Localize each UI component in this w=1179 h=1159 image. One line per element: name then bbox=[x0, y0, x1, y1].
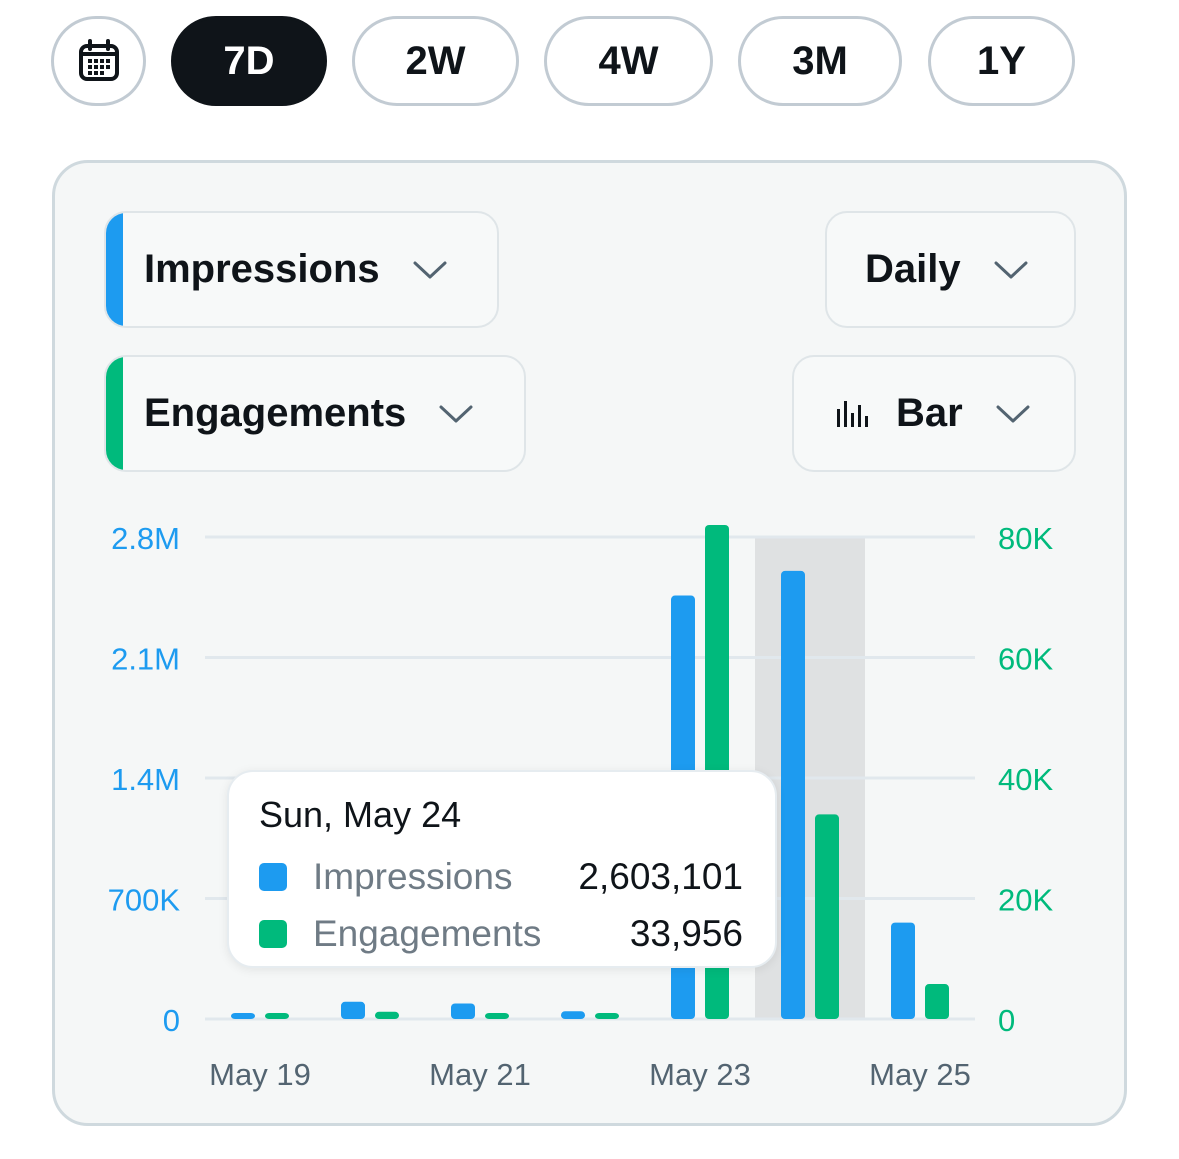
bar-engagements bbox=[375, 1011, 399, 1019]
metric-secondary-label: Engagements bbox=[144, 391, 407, 435]
bar-chart-icon bbox=[837, 400, 868, 427]
range-2w-button[interactable]: 2W bbox=[352, 16, 519, 106]
tooltip-row-engagements: Engagements 33,956 bbox=[259, 909, 743, 959]
metric-primary-label: Impressions bbox=[144, 247, 380, 291]
calendar-icon bbox=[78, 39, 119, 81]
bar-engagements bbox=[925, 984, 949, 1019]
range-3m-button[interactable]: 3M bbox=[738, 16, 902, 106]
granularity-label: Daily bbox=[865, 247, 961, 291]
tooltip-row-label: Engagements bbox=[313, 913, 542, 954]
range-1y-button[interactable]: 1Y bbox=[928, 16, 1075, 106]
tooltip-row-label: Impressions bbox=[313, 856, 513, 897]
metric-secondary-dropdown[interactable]: Engagements bbox=[104, 355, 526, 472]
y-left-tick-label: 2.1M bbox=[111, 642, 180, 677]
y-left-tick-label: 1.4M bbox=[111, 762, 180, 797]
bar-engagements bbox=[595, 1013, 619, 1019]
bar-impressions bbox=[451, 1003, 475, 1019]
bar-engagements bbox=[815, 814, 839, 1019]
y-left-tick-label: 0 bbox=[163, 1003, 180, 1038]
bar-impressions bbox=[781, 570, 805, 1019]
y-right-tick-label: 40K bbox=[998, 762, 1053, 797]
tooltip-row-value: 2,603,101 bbox=[578, 856, 743, 897]
x-tick-label: May 23 bbox=[649, 1057, 751, 1092]
granularity-dropdown[interactable]: Daily bbox=[825, 211, 1076, 328]
chevron-down-icon bbox=[994, 261, 1028, 278]
range-7d-button[interactable]: 7D bbox=[171, 16, 327, 106]
bar-engagements bbox=[485, 1012, 509, 1019]
bar-impressions bbox=[891, 922, 915, 1019]
y-right-tick-label: 80K bbox=[998, 521, 1053, 556]
calendar-button[interactable] bbox=[51, 16, 146, 106]
y-right-tick-label: 0 bbox=[998, 1003, 1015, 1038]
chevron-down-icon bbox=[439, 405, 473, 422]
bar-impressions bbox=[341, 1001, 365, 1019]
engagements-swatch bbox=[259, 920, 287, 948]
chart-style-label: Bar bbox=[896, 391, 963, 435]
tooltip-row-value: 33,956 bbox=[629, 913, 743, 954]
chart-tooltip: Sun, May 24 Impressions 2,603,101 Engage… bbox=[227, 770, 777, 968]
y-right-tick-label: 60K bbox=[998, 642, 1053, 677]
y-left-tick-label: 700K bbox=[108, 883, 181, 918]
impressions-swatch bbox=[259, 863, 287, 891]
range-4w-button[interactable]: 4W bbox=[544, 16, 713, 106]
chevron-down-icon bbox=[413, 261, 447, 278]
metric-secondary-color-stripe bbox=[106, 357, 123, 470]
y-left-tick-label: 2.8M bbox=[111, 521, 180, 556]
chart-style-dropdown[interactable]: Bar bbox=[792, 355, 1076, 472]
bar-impressions bbox=[561, 1011, 585, 1019]
metric-primary-dropdown[interactable]: Impressions bbox=[104, 211, 499, 328]
x-tick-label: May 19 bbox=[209, 1057, 311, 1092]
x-tick-label: May 25 bbox=[869, 1057, 971, 1092]
chevron-down-icon bbox=[996, 405, 1030, 422]
tooltip-title: Sun, May 24 bbox=[259, 794, 462, 835]
bar-engagements bbox=[265, 1013, 289, 1019]
bar-impressions bbox=[231, 1013, 255, 1019]
tooltip-row-impressions: Impressions 2,603,101 bbox=[259, 852, 743, 902]
metric-primary-color-stripe bbox=[106, 213, 123, 326]
x-tick-label: May 21 bbox=[429, 1057, 531, 1092]
y-right-tick-label: 20K bbox=[998, 883, 1053, 918]
